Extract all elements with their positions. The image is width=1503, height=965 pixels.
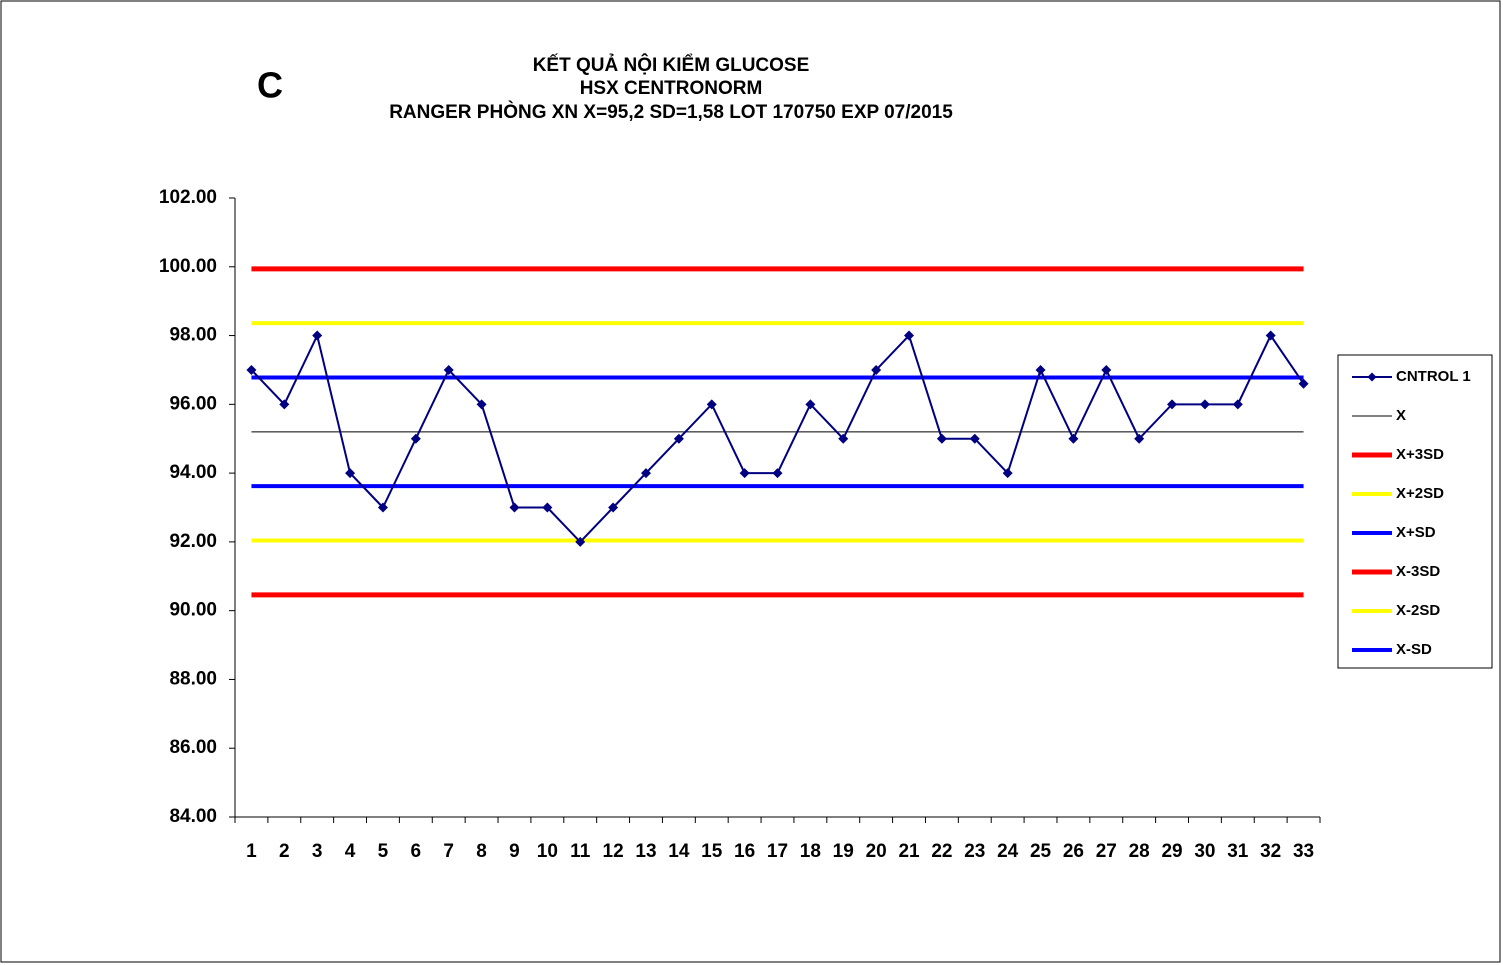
x-tick-label: 24 xyxy=(997,841,1019,862)
legend-label: X-SD xyxy=(1396,641,1432,658)
x-tick-label: 6 xyxy=(411,841,422,862)
data-point xyxy=(246,364,257,375)
x-tick-label: 17 xyxy=(767,841,788,862)
y-tick-label: 90.00 xyxy=(169,600,217,621)
x-tick-label: 33 xyxy=(1293,841,1314,862)
data-point xyxy=(1101,364,1112,375)
x-tick-label: 12 xyxy=(603,841,624,862)
data-point xyxy=(805,399,816,410)
y-tick-label: 84.00 xyxy=(169,806,217,827)
x-tick-label: 3 xyxy=(312,841,323,862)
y-tick-label: 102.00 xyxy=(159,187,217,208)
x-tick-label: 13 xyxy=(635,841,656,862)
x-tick-label: 7 xyxy=(443,841,454,862)
legend-label: X+2SD xyxy=(1396,485,1444,502)
data-point xyxy=(509,502,520,513)
y-tick-label: 86.00 xyxy=(169,737,217,758)
x-tick-label: 11 xyxy=(570,841,591,862)
x-tick-label: 26 xyxy=(1063,841,1084,862)
x-tick-label: 21 xyxy=(898,841,920,862)
x-tick-label: 22 xyxy=(931,841,952,862)
legend-label: X+SD xyxy=(1396,524,1436,541)
x-tick-label: 27 xyxy=(1096,841,1117,862)
data-point xyxy=(1232,399,1243,410)
data-point xyxy=(1002,468,1013,479)
x-tick-label: 25 xyxy=(1030,841,1052,862)
chart-subtitle: HSX CENTRONORM xyxy=(580,78,763,99)
data-point xyxy=(542,502,553,513)
x-tick-label: 9 xyxy=(509,841,520,862)
data-point xyxy=(443,364,454,375)
x-tick-label: 15 xyxy=(701,841,723,862)
data-point xyxy=(1298,378,1309,389)
x-tick-label: 16 xyxy=(734,841,755,862)
data-point xyxy=(575,536,586,547)
data-point xyxy=(838,433,849,444)
y-tick-label: 92.00 xyxy=(169,531,217,552)
data-point xyxy=(904,330,915,341)
data-point xyxy=(640,468,651,479)
panel-label: C xyxy=(257,65,283,106)
data-point xyxy=(969,433,980,444)
data-point xyxy=(673,433,684,444)
x-tick-label: 4 xyxy=(345,841,356,862)
data-point xyxy=(871,364,882,375)
data-point xyxy=(608,502,619,513)
legend-label: X+3SD xyxy=(1396,446,1444,463)
data-point xyxy=(1134,433,1145,444)
x-tick-label: 29 xyxy=(1161,841,1182,862)
data-point xyxy=(936,433,947,444)
data-point xyxy=(1265,330,1276,341)
chart-subtitle: RANGER PHÒNG XN X=95,2 SD=1,58 LOT 17075… xyxy=(389,101,953,123)
legend-box xyxy=(1337,354,1493,669)
y-tick-label: 98.00 xyxy=(169,325,217,346)
x-tick-label: 1 xyxy=(246,841,257,862)
x-tick-label: 2 xyxy=(279,841,290,862)
data-point xyxy=(279,399,290,410)
legend-label: CNTROL 1 xyxy=(1396,368,1471,385)
x-tick-label: 10 xyxy=(537,841,558,862)
legend-marker xyxy=(1367,372,1377,382)
data-point xyxy=(772,468,783,479)
data-point xyxy=(1167,399,1178,410)
y-tick-label: 88.00 xyxy=(169,668,217,689)
x-tick-label: 23 xyxy=(964,841,985,862)
y-tick-label: 94.00 xyxy=(169,462,217,483)
x-tick-label: 30 xyxy=(1194,841,1215,862)
data-point xyxy=(377,502,388,513)
data-point xyxy=(345,468,356,479)
data-point xyxy=(476,399,487,410)
x-tick-label: 32 xyxy=(1260,841,1281,862)
y-tick-label: 100.00 xyxy=(159,256,217,277)
legend-label: X-3SD xyxy=(1396,563,1440,580)
data-point xyxy=(312,330,323,341)
x-tick-label: 18 xyxy=(800,841,821,862)
data-point xyxy=(739,468,750,479)
x-tick-label: 14 xyxy=(668,841,690,862)
legend-label: X xyxy=(1396,407,1406,424)
chart-title: KẾT QUẢ NỘI KIỂM GLUCOSE xyxy=(533,54,810,76)
data-point xyxy=(706,399,717,410)
data-point xyxy=(1035,364,1046,375)
x-tick-label: 31 xyxy=(1227,841,1249,862)
x-tick-label: 20 xyxy=(866,841,887,862)
x-tick-label: 8 xyxy=(476,841,487,862)
data-point xyxy=(1068,433,1079,444)
x-tick-label: 28 xyxy=(1129,841,1150,862)
data-point xyxy=(1199,399,1210,410)
y-tick-label: 96.00 xyxy=(169,393,217,414)
x-tick-label: 5 xyxy=(378,841,389,862)
legend-label: X-2SD xyxy=(1396,602,1440,619)
x-tick-label: 19 xyxy=(833,841,854,862)
data-point xyxy=(410,433,421,444)
